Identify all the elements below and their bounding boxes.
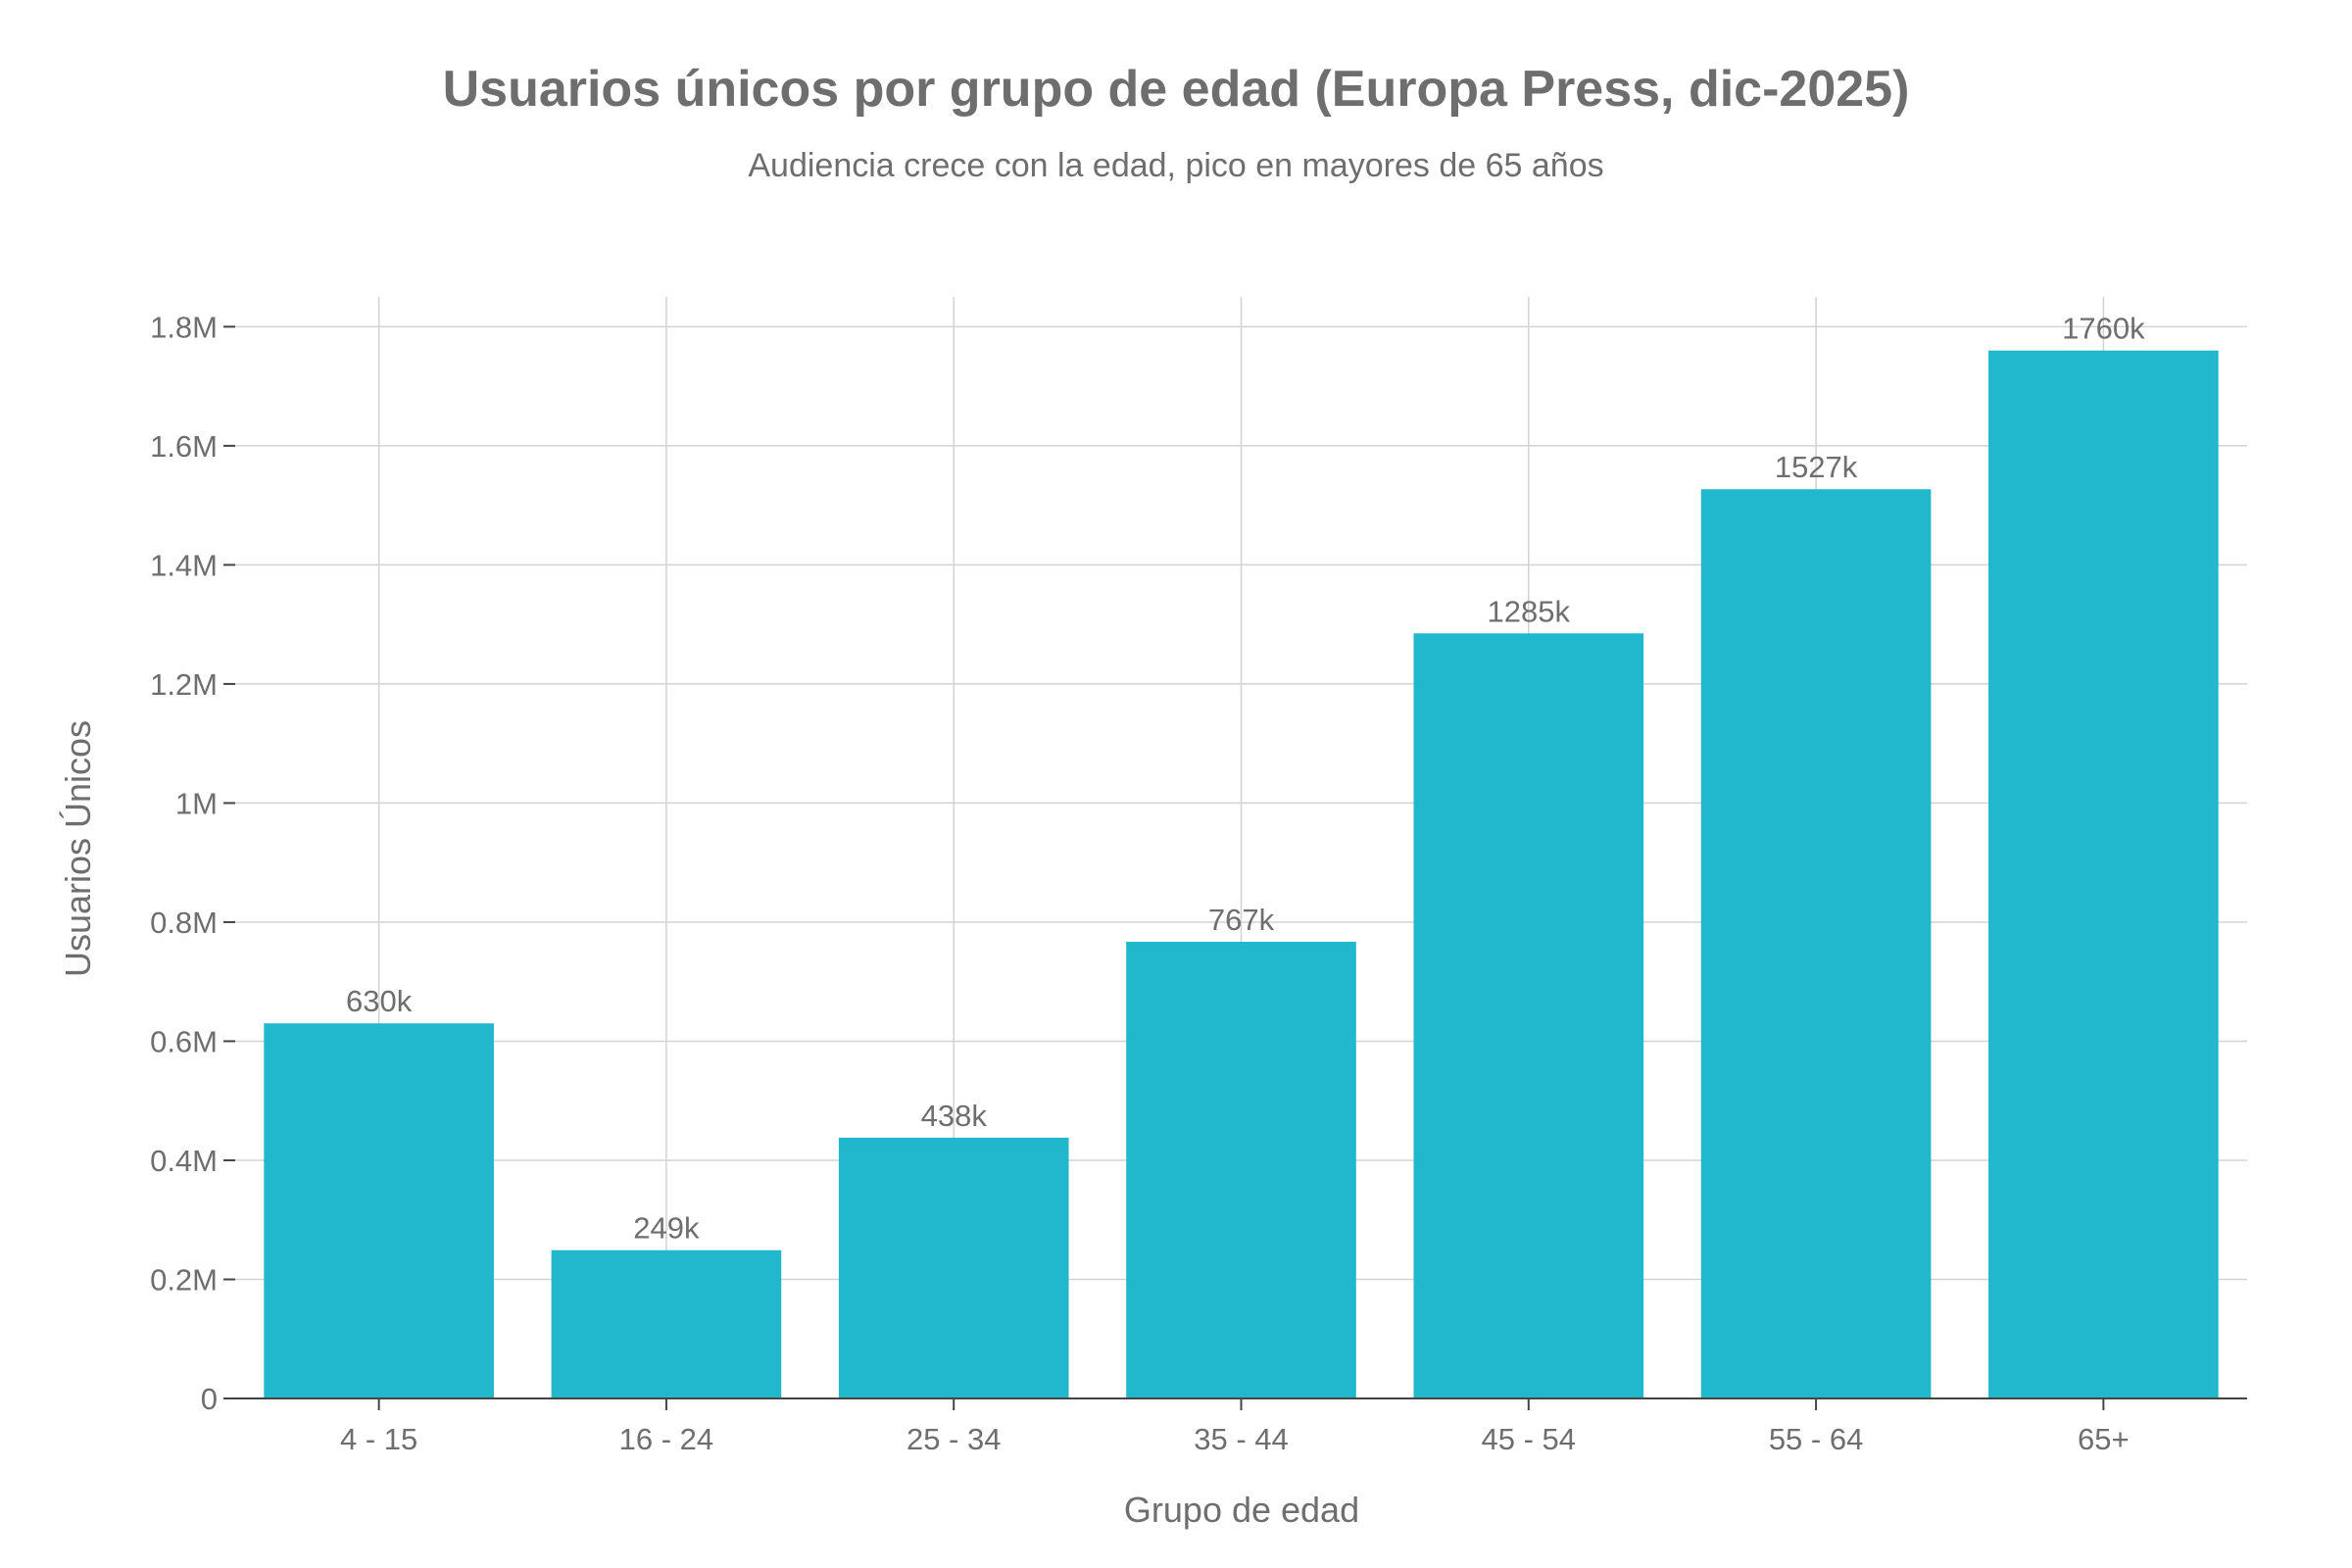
chart-title: Usuarios únicos por grupo de edad (Europ… (443, 61, 1910, 118)
bar-data-label: 1285k (1488, 594, 1571, 628)
bar-data-label: 630k (346, 984, 413, 1018)
bar (1700, 489, 1932, 1398)
data-labels: 630k 249k 438k 767k 1285k 1527k 1760k (346, 312, 2145, 1246)
x-tick-label: 4 - 15 (340, 1422, 417, 1456)
y-tick-label: 0.6M (150, 1024, 218, 1058)
bar (1988, 350, 2219, 1398)
y-tick-label: 1M (175, 786, 218, 820)
x-axis-ticks: 4 - 15 16 - 24 25 - 34 35 - 44 45 - 54 55 - 6… (340, 1398, 2130, 1456)
bar-data-label: 438k (921, 1099, 988, 1133)
bar (1126, 941, 1356, 1398)
y-tick-label: 0.2M (150, 1262, 218, 1297)
bar-data-label: 249k (633, 1211, 700, 1246)
bar-data-label: 1527k (1775, 450, 1858, 484)
bar (1413, 633, 1644, 1398)
bar (551, 1250, 782, 1398)
x-tick-label: 16 - 24 (619, 1422, 714, 1456)
bar-data-label: 767k (1208, 903, 1275, 937)
x-tick-label: 45 - 54 (1482, 1422, 1577, 1456)
y-axis-ticks: 0 0.2M 0.4M 0.6M 0.8M 1M 1.2M 1.4M 1.6M 1.8M (150, 310, 235, 1416)
bars (264, 350, 2219, 1398)
y-tick-label: 1.8M (150, 310, 218, 344)
x-axis-label: Grupo de edad (1124, 1490, 1359, 1530)
y-tick-label: 1.4M (150, 548, 218, 582)
x-tick-label: 35 - 44 (1194, 1422, 1289, 1456)
x-tick-label: 25 - 34 (906, 1422, 1002, 1456)
y-tick-label: 0 (201, 1382, 218, 1416)
y-tick-label: 0.4M (150, 1144, 218, 1178)
x-tick-label: 55 - 64 (1769, 1422, 1864, 1456)
bar (838, 1137, 1069, 1398)
y-axis-label: Usuarios Únicos (58, 720, 98, 977)
y-tick-label: 1.6M (150, 429, 218, 464)
bar-data-label: 1760k (2062, 312, 2145, 346)
chart-subtitle: Audiencia crece con la edad, pico en may… (748, 147, 1603, 184)
y-tick-label: 0.8M (150, 906, 218, 940)
x-tick-label: 65+ (2078, 1422, 2130, 1456)
bar (264, 1023, 494, 1398)
y-tick-label: 1.2M (150, 667, 218, 702)
